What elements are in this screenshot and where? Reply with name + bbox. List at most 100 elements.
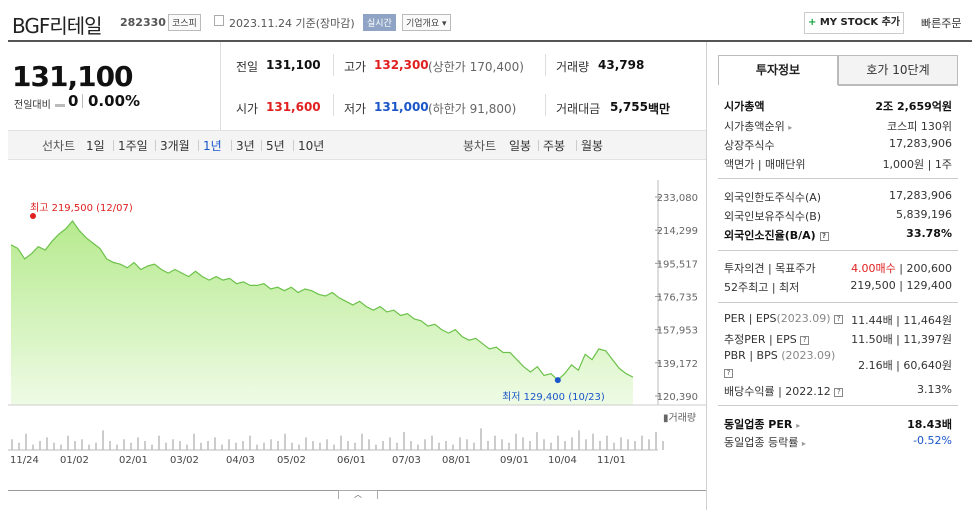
target-price: 200,600 [906, 262, 953, 275]
collapse-toggle[interactable]: ︿ [338, 490, 378, 499]
period-tab-4[interactable]: 3년 [236, 139, 255, 153]
panel-divider [718, 302, 958, 303]
candle-divider [576, 140, 577, 151]
high-label: 최고 219,500 (12/07) [30, 202, 133, 214]
pbr-year: (2023.09) [781, 349, 836, 362]
period-tab-1[interactable]: 1주일 [118, 139, 148, 153]
period-divider [261, 140, 262, 151]
mystock-add-button[interactable]: + MY STOCK 추가 [804, 12, 904, 34]
foreign-hold-value: 5,839,196 [896, 208, 952, 221]
change-sep [82, 94, 83, 108]
x-tick-label: 03/02 [170, 455, 199, 466]
quote-sep [333, 54, 334, 76]
tab-order-book[interactable]: 호가 10단계 [838, 55, 958, 85]
sector-per-label[interactable]: 동일업종 PER ▸ [724, 416, 800, 432]
prev-label: 전일 [236, 60, 259, 74]
chevron-up-icon: ︿ [354, 490, 362, 499]
period-divider [231, 140, 232, 151]
tab-line [838, 85, 958, 86]
low-label: 저가 [344, 102, 367, 116]
stock-name: BGF리테일 [12, 14, 103, 38]
foreign-hold-label: 외국인보유주식수(B) [724, 210, 822, 223]
x-tick-label: 11/01 [597, 455, 626, 466]
price-divider [220, 42, 221, 130]
line-chart-label: 선차트 [42, 139, 76, 153]
period-tab-5[interactable]: 5년 [266, 139, 285, 153]
help-icon[interactable]: ? [834, 387, 844, 397]
y-tick-label: 139,172 [657, 359, 698, 370]
sector-per-value: 18.43배 [907, 418, 952, 431]
period-tab-0[interactable]: 1일 [86, 139, 105, 153]
low-label: 최저 129,400 (10/23) [502, 391, 605, 403]
y-tick-label: 176,735 [657, 293, 698, 304]
amount-label: 거래대금 [556, 102, 601, 116]
volume-label: ▮거래량 [663, 412, 696, 424]
foreign-limit-value: 17,283,906 [889, 189, 952, 202]
y-tick-label: 120,390 [657, 392, 698, 403]
open-value: 131,600 [266, 100, 321, 114]
market-badge: 코스피 [168, 14, 201, 31]
panel-divider [718, 405, 958, 406]
arrow-right-icon: ▸ [788, 123, 793, 132]
flat-icon [55, 98, 67, 112]
quick-order-link[interactable]: 빠른주문 [921, 17, 962, 30]
period-divider [293, 140, 294, 151]
upper-limit: (상한가 170,400) [428, 60, 524, 74]
help-icon[interactable]: ? [724, 366, 733, 380]
period-tab-2[interactable]: 3개월 [160, 139, 190, 153]
eper-text: 추정PER | EPS [724, 333, 797, 346]
market-cap-rank-value: 코스피 130위 [887, 120, 952, 133]
candle-tab-2[interactable]: 월봉 [581, 139, 604, 153]
shares-label: 상장주식수 [724, 139, 775, 152]
par-label: 액면가 | 매매단위 [724, 158, 806, 171]
period-divider [155, 140, 156, 151]
opinion-text: 4.00매수 [851, 262, 896, 275]
div-value: 3.13% [917, 383, 952, 396]
volume-label: 거래량 [556, 60, 590, 74]
x-tick-label: 08/01 [442, 455, 471, 466]
pbr-text: PBR | BPS [724, 349, 778, 362]
shares-value: 17,283,906 [889, 137, 952, 150]
help-icon[interactable]: ? [834, 314, 844, 324]
div-label: 배당수익률 | 2022.12 ? [724, 383, 844, 399]
market-cap-rank-label[interactable]: 시가총액순위 ▸ [724, 118, 792, 134]
realtime-button[interactable]: 실시간 [363, 14, 396, 31]
x-tick-label: 04/03 [226, 455, 255, 466]
market-cap-rank-text: 시가총액순위 [724, 120, 785, 133]
sector-chg-label[interactable]: 동일업종 등락률 ▸ [724, 434, 806, 450]
x-tick-label: 05/02 [277, 455, 306, 466]
mystock-label: MY STOCK 추가 [819, 17, 901, 28]
arrow-right-icon: ▸ [796, 421, 801, 430]
amount-value: 5,755 [610, 100, 648, 114]
per-text: PER | EPS [724, 312, 777, 325]
help-icon[interactable]: ? [819, 231, 829, 241]
opinion-value: 4.00매수 | 200,600 [851, 262, 953, 275]
candle-tab-0[interactable]: 일봉 [509, 139, 532, 153]
x-tick-label: 10/04 [548, 455, 577, 466]
div-text: 배당수익률 | 2022.12 [724, 385, 831, 398]
opinion-label: 투자의견 | 목표주가 [724, 262, 816, 275]
foreign-ratio-value: 33.78% [906, 227, 952, 240]
sector-chg-value: -0.52% [913, 434, 952, 447]
foreign-limit-label: 외국인한도주식수(A) [724, 191, 822, 204]
period-tab-6[interactable]: 10년 [298, 139, 325, 153]
candle-tab-1[interactable]: 주봉 [543, 139, 566, 153]
quote-sep [545, 54, 546, 76]
y-tick-label: 214,299 [657, 226, 698, 237]
panel-divider [718, 250, 958, 251]
change-label: 전일대비 [14, 100, 51, 111]
help-icon[interactable]: ? [800, 335, 810, 345]
candle-divider [538, 140, 539, 151]
sector-chg-text: 동일업종 등락률 [724, 436, 799, 449]
per-label: PER | EPS(2023.09) ? [724, 312, 844, 325]
foreign-ratio-label: 외국인소진율(B/A) ? [724, 227, 829, 243]
price-line [10, 220, 634, 381]
x-tick-label: 07/03 [392, 455, 421, 466]
x-tick-label: 09/01 [500, 455, 529, 466]
period-bar [8, 130, 706, 160]
company-overview-dropdown[interactable]: 기업개요 ▾ [402, 14, 451, 31]
period-tab-3[interactable]: 1년 [203, 139, 222, 153]
sector-per-text: 동일업종 PER [724, 418, 793, 431]
par-value: 1,000원 | 1주 [882, 158, 952, 171]
tab-invest-info[interactable]: 투자정보 [718, 55, 838, 85]
